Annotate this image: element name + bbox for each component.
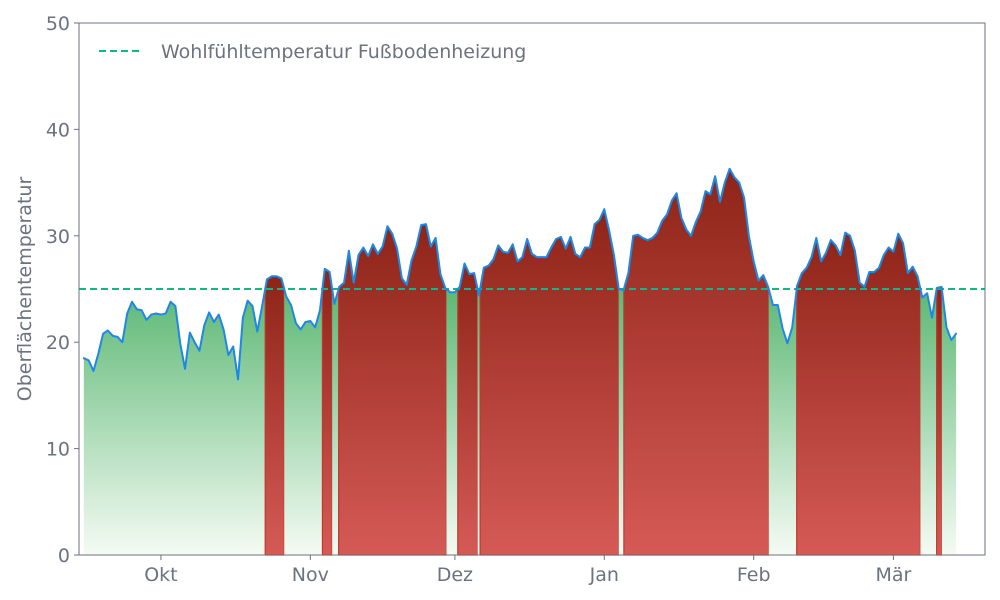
below-threshold-area-14 <box>920 289 937 555</box>
x-tick-label-Okt: Okt <box>144 564 177 586</box>
x-tick-label-Nov: Nov <box>292 564 329 586</box>
below-threshold-area-16 <box>941 289 957 555</box>
below-threshold-area-2 <box>284 289 323 555</box>
below-threshold-area-6 <box>446 289 458 555</box>
axes: 0 10 20 30 40 50 Okt Nov Dez Jan Feb Mär Oberflächen… <box>14 13 986 586</box>
legend-label: Wohlfühltemperatur Fußbodenheizung <box>161 41 526 63</box>
y-axis-title: Oberflächentemperatur <box>14 177 36 402</box>
temperature-line <box>82 167 958 381</box>
y-tick-label-40: 40 <box>46 119 70 141</box>
x-tick-label-Feb: Feb <box>737 564 771 586</box>
y-tick-label-0: 0 <box>58 545 70 567</box>
below-threshold-area-12 <box>768 289 797 555</box>
below-threshold-area-4 <box>332 289 339 555</box>
above-threshold-area-7 <box>457 262 479 556</box>
x-tick-label-Dez: Dez <box>437 564 473 586</box>
plot-frame <box>78 22 986 556</box>
y-tick-label-10: 10 <box>46 439 70 461</box>
above-threshold-area-3 <box>321 268 333 556</box>
below-threshold-area-0 <box>83 289 266 555</box>
y-tick-label-50: 50 <box>46 13 70 35</box>
y-tick-label-30: 30 <box>46 226 70 248</box>
area-fills <box>83 168 957 556</box>
x-tick-label-Jan: Jan <box>589 564 619 586</box>
x-tick-label-Mär: Mär <box>876 564 912 586</box>
above-threshold-area-9 <box>479 208 620 556</box>
y-tick-label-20: 20 <box>46 332 70 354</box>
above-threshold-area-1 <box>264 275 285 556</box>
below-threshold-area-8 <box>477 289 481 555</box>
below-threshold-area-10 <box>618 289 624 555</box>
above-threshold-area-15 <box>936 286 943 556</box>
legend: Wohlfühltemperatur Fußbodenheizung <box>99 41 526 63</box>
temperature-line-group <box>82 167 958 381</box>
